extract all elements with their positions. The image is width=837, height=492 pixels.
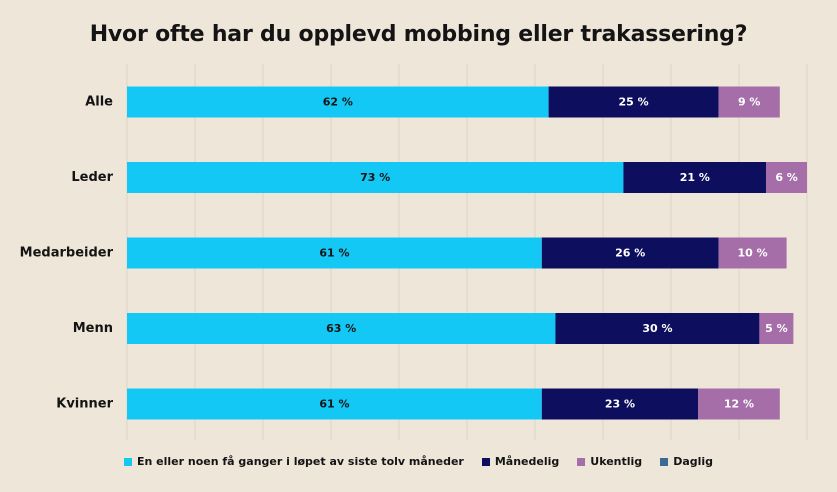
chart-title: Hvor ofte har du opplevd mobbing eller t…	[89, 22, 748, 47]
legend-label: Månedelig	[494, 455, 560, 468]
legend-swatch	[481, 457, 490, 466]
category-labels: Alle Leder Medarbeider Menn Kvinner	[20, 95, 114, 412]
data-label: 5 %	[765, 322, 788, 335]
data-label: 25 %	[619, 96, 649, 109]
data-label: 12 %	[724, 398, 754, 411]
bar-segment	[623, 162, 767, 193]
category-label: Alle	[85, 95, 113, 110]
data-label: 9 %	[738, 96, 761, 109]
data-label: 73 %	[360, 171, 390, 184]
bar-segment	[127, 237, 542, 269]
legend-label: Ukentlig	[590, 455, 643, 468]
data-label: 61 %	[319, 398, 349, 411]
bar-segment	[127, 162, 624, 193]
bar-segment	[698, 388, 780, 420]
bar-segment	[766, 162, 807, 193]
data-label: 6 %	[775, 171, 798, 184]
data-label: 10 %	[738, 247, 768, 260]
bars: 62 % 25 % 9 % 73 % 21 % 6 % 61 % 26 % 10 % 63 % 30…	[127, 86, 807, 420]
legend-label: En eller noen få ganger i løpet av siste…	[136, 455, 464, 468]
bar-segment	[759, 313, 794, 344]
legend-item: Daglig	[660, 455, 713, 468]
data-label: 62 %	[323, 96, 353, 109]
bar-segment	[548, 86, 719, 118]
data-label: 61 %	[319, 247, 349, 260]
bar-segment	[127, 388, 542, 420]
legend-item: Månedelig	[481, 455, 560, 468]
legend-item: Ukentlig	[577, 455, 642, 468]
bar-segment	[718, 237, 787, 269]
bar-segment	[541, 388, 699, 420]
bar-segment	[127, 86, 549, 118]
bar-segment	[718, 86, 780, 118]
legend-swatch	[660, 457, 669, 466]
category-label: Medarbeider	[20, 246, 114, 261]
category-label: Menn	[73, 321, 113, 336]
data-label: 26 %	[615, 247, 645, 260]
data-label: 23 %	[605, 398, 635, 411]
legend-swatch	[123, 457, 132, 466]
legend-item: En eller noen få ganger i løpet av siste…	[123, 455, 464, 468]
bar-segment	[541, 237, 719, 269]
legend-swatch	[577, 457, 586, 466]
legend-label: Daglig	[673, 455, 714, 468]
data-label: 21 %	[680, 171, 710, 184]
data-label: 30 %	[642, 322, 672, 335]
data-label: 63 %	[326, 322, 356, 335]
category-label: Kvinner	[56, 397, 113, 412]
legend: En eller noen få ganger i løpet av siste…	[0, 455, 837, 468]
category-label: Leder	[71, 170, 113, 185]
bar-segment	[555, 313, 760, 344]
bar-segment	[127, 313, 556, 344]
